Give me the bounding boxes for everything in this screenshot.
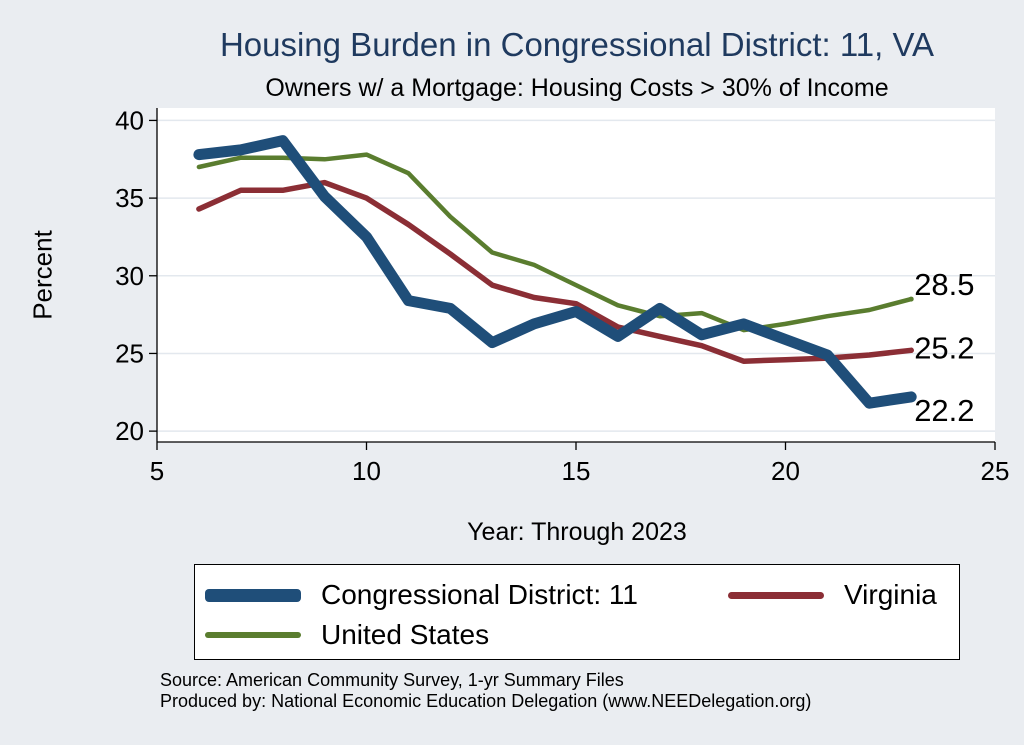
legend-label-district: Congressional District: 11 <box>321 579 638 610</box>
x-tick-label-15: 15 <box>562 456 591 486</box>
end-label-virginia: 25.2 <box>914 330 974 365</box>
legend-swatch-virginia <box>728 591 824 599</box>
y-tick-label-30: 30 <box>115 261 144 291</box>
series-end-marker-district <box>908 394 914 400</box>
x-axis-label: Year: Through 2023 <box>467 518 687 546</box>
legend-swatch-district <box>205 588 301 602</box>
series-end-marker-virginia <box>908 347 914 353</box>
legend-swatch-us <box>205 632 301 638</box>
footer-source: Source: American Community Survey, 1-yr … <box>160 670 624 690</box>
chart-subtitle: Owners w/ a Mortgage: Housing Costs > 30… <box>265 74 889 102</box>
y-tick-label-20: 20 <box>115 416 144 446</box>
x-tick-label-5: 5 <box>150 456 164 486</box>
series-line-district <box>193 135 917 409</box>
x-tick-label-20: 20 <box>771 456 800 486</box>
legend-item-district: Congressional District: 11 <box>205 579 638 611</box>
chart-title: Housing Burden in Congressional District… <box>219 26 935 63</box>
end-label-district: 22.2 <box>914 393 974 428</box>
legend-label-us: United States <box>321 619 490 650</box>
legend-item-us: United States <box>205 619 489 651</box>
legend-item-virginia: Virginia <box>728 579 937 611</box>
y-tick-label-35: 35 <box>115 183 144 213</box>
end-label-us: 28.5 <box>914 267 974 302</box>
footer: Source: American Community Survey, 1-yr … <box>160 670 811 712</box>
x-tick-label-25: 25 <box>981 456 1010 486</box>
series-end-marker-us <box>908 296 914 302</box>
x-tick-label-10: 10 <box>352 456 381 486</box>
chart-legend: Congressional District: 11 Virginia Unit… <box>194 564 960 660</box>
y-tick-label-40: 40 <box>115 105 144 135</box>
series-line-us <box>196 152 914 333</box>
y-axis-label: Percent <box>27 230 58 320</box>
footer-produced: Produced by: National Economic Education… <box>160 691 812 711</box>
y-tick-label-25: 25 <box>115 338 144 368</box>
legend-label-virginia: Virginia <box>844 579 937 610</box>
